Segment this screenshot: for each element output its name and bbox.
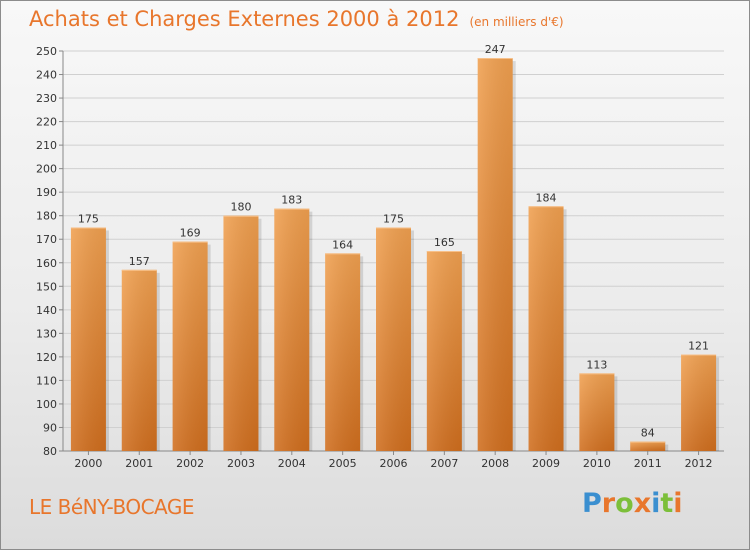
chart-unit: (en milliers d'€) <box>469 15 564 29</box>
logo-letter: r <box>601 488 616 519</box>
y-tick-label: 170 <box>36 233 57 246</box>
bar-highlight <box>325 253 361 451</box>
y-tick-label: 110 <box>36 374 57 387</box>
data-label: 169 <box>180 227 201 240</box>
y-tick-label: 140 <box>36 304 57 317</box>
data-label: 84 <box>641 427 655 440</box>
x-tick-label: 2012 <box>685 457 713 470</box>
x-tick-label: 2001 <box>125 457 153 470</box>
bar-highlight <box>121 269 157 451</box>
y-tick-label: 120 <box>36 351 57 364</box>
y-tick-label: 200 <box>36 163 57 176</box>
logo-letter: i <box>673 488 683 519</box>
place-name: LE BéNY-BOCAGE <box>29 495 195 519</box>
data-label: 184 <box>536 191 557 204</box>
x-tick-label: 2011 <box>634 457 662 470</box>
data-label: 247 <box>485 43 506 56</box>
bar-highlight <box>426 251 462 451</box>
data-label: 180 <box>230 201 251 214</box>
y-tick-label: 90 <box>43 421 57 434</box>
y-tick-label: 80 <box>43 445 57 458</box>
data-label: 164 <box>332 238 353 251</box>
title-row: Achats et Charges Externes 2000 à 2012 (e… <box>29 7 564 31</box>
data-label: 121 <box>688 340 709 353</box>
data-label: 175 <box>78 212 99 225</box>
data-label: 183 <box>281 194 302 207</box>
x-tick-label: 2004 <box>278 457 306 470</box>
bar-highlight <box>172 241 208 451</box>
data-labels: 175 157 169 180 183 164 175 165 247 184 113 84 121 <box>78 43 709 440</box>
x-tick-label: 2005 <box>329 457 357 470</box>
proxiti-logo[interactable]: Proxiti <box>582 488 683 519</box>
data-label: 113 <box>586 358 607 371</box>
logo-letter: P <box>582 488 602 519</box>
y-tick-label: 130 <box>36 327 57 340</box>
x-tick-label: 2003 <box>227 457 255 470</box>
y-tick-label: 190 <box>36 186 57 199</box>
bar-highlight <box>528 206 564 451</box>
bar-highlight <box>223 215 259 451</box>
y-tick-label: 180 <box>36 210 57 223</box>
x-tick-label: 2000 <box>74 457 102 470</box>
x-tick-label: 2008 <box>481 457 509 470</box>
x-tick-label: 2002 <box>176 457 204 470</box>
y-tick-label: 240 <box>36 69 57 82</box>
y-tick-label: 210 <box>36 139 57 152</box>
y-tick-label: 100 <box>36 398 57 411</box>
bar-highlight <box>376 227 411 451</box>
data-label: 157 <box>129 255 150 268</box>
bar-highlight <box>630 441 666 451</box>
x-tick-label: 2010 <box>583 457 611 470</box>
logo-letter: x <box>633 488 652 519</box>
bar-highlight <box>579 373 615 451</box>
y-tick-label: 160 <box>36 257 57 270</box>
y-tick-label: 250 <box>36 45 57 58</box>
bar-highlight <box>477 58 513 451</box>
bar-highlight <box>70 227 106 451</box>
bar-highlight <box>681 354 717 451</box>
x-tick-label: 2009 <box>532 457 560 470</box>
data-label: 175 <box>383 212 404 225</box>
y-tick-label: 230 <box>36 92 57 105</box>
x-tick-label: 2007 <box>430 457 458 470</box>
x-tick-label: 2006 <box>380 457 408 470</box>
logo-letter: t <box>660 488 674 519</box>
logo-letter: i <box>651 488 661 519</box>
chart-title: Achats et Charges Externes 2000 à 2012 <box>29 7 460 31</box>
y-tick-label: 150 <box>36 280 57 293</box>
data-label: 165 <box>434 236 455 249</box>
bars <box>70 58 720 451</box>
bar-highlight <box>274 208 310 451</box>
logo-letter: o <box>615 488 634 519</box>
y-tick-label: 220 <box>36 116 57 129</box>
